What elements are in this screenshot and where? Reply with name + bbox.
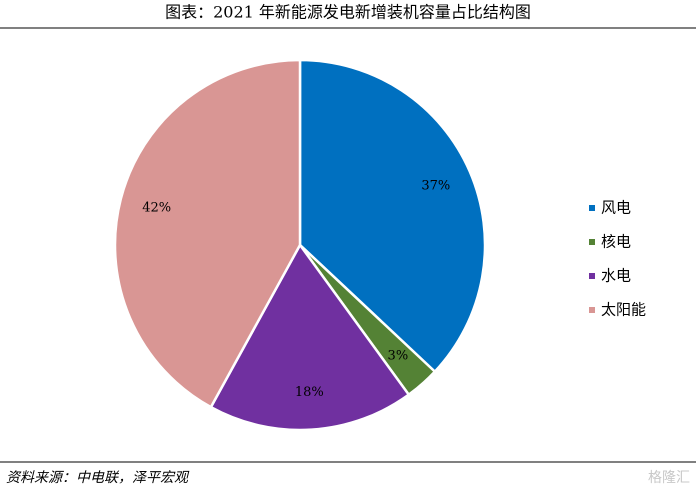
legend-label: 风电 bbox=[601, 199, 631, 217]
data-label: 18% bbox=[295, 385, 324, 400]
watermark: 格隆汇 bbox=[648, 470, 690, 486]
legend-label: 水电 bbox=[601, 267, 631, 285]
data-label: 42% bbox=[142, 201, 171, 216]
legend-swatch bbox=[589, 273, 595, 279]
legend-label: 核电 bbox=[601, 233, 631, 251]
data-label: 3% bbox=[388, 349, 409, 364]
pie-slice bbox=[113, 58, 302, 409]
chart-title: 图表：2021 年新能源发电新增装机容量占比结构图 bbox=[165, 3, 531, 22]
legend-swatch bbox=[589, 205, 595, 211]
legend-swatch bbox=[589, 307, 595, 313]
legend-label: 太阳能 bbox=[601, 301, 646, 319]
pie-slice bbox=[298, 58, 487, 374]
data-label: 37% bbox=[421, 179, 450, 194]
source: 资料来源：中电联，泽平宏观 bbox=[6, 470, 190, 486]
legend-swatch bbox=[589, 239, 595, 245]
pie-slice bbox=[209, 242, 411, 432]
